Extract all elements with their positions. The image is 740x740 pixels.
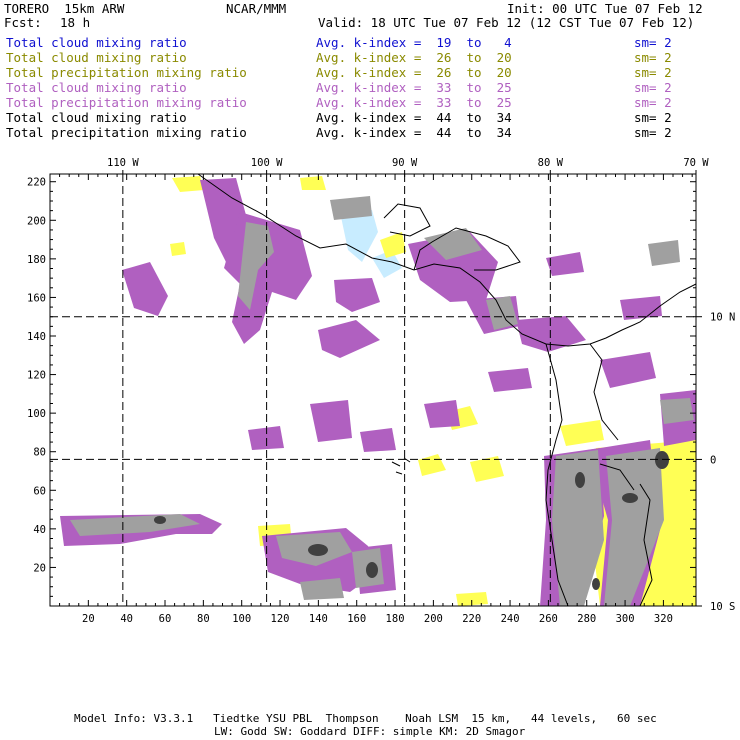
longitude-label: 90 W xyxy=(392,157,418,169)
model-info-line-1: Model Info: V3.3.1 Tiedtke YSU PBL Thomp… xyxy=(74,712,657,725)
x-tick-label: 100 xyxy=(232,613,251,625)
legend-row-5-sm: sm= 2 xyxy=(634,95,672,110)
dark-core-areas xyxy=(154,451,669,590)
axis-tick-labels: 20 40 60 80 100 120 140 160 180 200 220 240 260 280 30… xyxy=(27,157,735,625)
model-title: TORERO 15km ARW xyxy=(4,1,125,16)
legend-row-1-kindex: Avg. k-index = 19 to 4 xyxy=(316,35,512,50)
legend-row-6-field: Total cloud mixing ratio xyxy=(6,110,187,125)
longitude-label: 110 W xyxy=(107,157,139,169)
x-tick-label: 200 xyxy=(424,613,443,625)
y-tick-label: 160 xyxy=(27,292,46,304)
light-blue-cloud-areas xyxy=(340,210,402,278)
legend-row-5-kindex: Avg. k-index = 33 to 25 xyxy=(316,95,512,110)
y-tick-label: 180 xyxy=(27,254,46,266)
x-tick-label: 80 xyxy=(197,613,210,625)
longitude-label: 80 W xyxy=(538,157,564,169)
forecast-hours: 18 h xyxy=(60,15,91,30)
axis-ticks xyxy=(50,170,702,607)
x-tick-label: 240 xyxy=(501,613,520,625)
legend-row-1-sm: sm= 2 xyxy=(634,35,672,50)
legend-row-3-sm: sm= 2 xyxy=(634,65,672,80)
x-tick-label: 20 xyxy=(82,613,95,625)
x-tick-label: 320 xyxy=(654,613,673,625)
legend-row-7-sm: sm= 2 xyxy=(634,125,672,140)
model-info-line-2: LW: Godd SW: Goddard DIFF: simple KM: 2D… xyxy=(214,725,526,738)
x-tick-label: 220 xyxy=(462,613,481,625)
y-tick-label: 60 xyxy=(33,485,46,497)
x-tick-label: 180 xyxy=(386,613,405,625)
x-tick-label: 40 xyxy=(120,613,133,625)
legend-row-3-field: Total precipitation mixing ratio xyxy=(6,65,247,80)
latitude-label: 10 S xyxy=(710,601,735,613)
legend-row-6-sm: sm= 2 xyxy=(634,110,672,125)
legend-row-4-field: Total cloud mixing ratio xyxy=(6,80,187,95)
y-tick-label: 120 xyxy=(27,370,46,382)
x-tick-label: 120 xyxy=(271,613,290,625)
x-tick-label: 60 xyxy=(159,613,172,625)
x-tick-label: 140 xyxy=(309,613,328,625)
latitude-label: 0 xyxy=(710,454,716,466)
legend-row-7-kindex: Avg. k-index = 44 to 34 xyxy=(316,125,512,140)
y-tick-label: 100 xyxy=(27,408,46,420)
organization: NCAR/MMM xyxy=(226,1,287,16)
y-tick-label: 20 xyxy=(33,562,46,574)
forecast-label: Fcst: xyxy=(4,15,42,30)
legend-row-2-sm: sm= 2 xyxy=(634,50,672,65)
legend-row-2-field: Total cloud mixing ratio xyxy=(6,50,187,65)
y-tick-label: 40 xyxy=(33,524,46,536)
x-tick-label: 260 xyxy=(539,613,558,625)
y-tick-label: 220 xyxy=(27,177,46,189)
y-tick-label: 200 xyxy=(27,215,46,227)
legend-row-4-kindex: Avg. k-index = 33 to 25 xyxy=(316,80,512,95)
field-layer xyxy=(60,176,696,606)
legend-row-2-kindex: Avg. k-index = 26 to 20 xyxy=(316,50,512,65)
longitude-label: 100 W xyxy=(251,157,283,169)
x-tick-label: 280 xyxy=(577,613,596,625)
lat-lon-grid xyxy=(50,174,696,606)
plot-frame xyxy=(49,173,697,607)
legend-row-4-sm: sm= 2 xyxy=(634,80,672,95)
y-tick-label: 140 xyxy=(27,331,46,343)
legend-row-7-field: Total precipitation mixing ratio xyxy=(6,125,247,140)
x-tick-label: 160 xyxy=(347,613,366,625)
valid-time: Valid: 18 UTC Tue 07 Feb 12 (12 CST Tue … xyxy=(318,15,695,30)
coastline xyxy=(197,173,697,607)
legend-row-5-field: Total precipitation mixing ratio xyxy=(6,95,247,110)
y-tick-label: 80 xyxy=(33,447,46,459)
latitude-label: 10 N xyxy=(710,312,735,324)
init-time: Init: 00 UTC Tue 07 Feb 12 xyxy=(507,1,703,16)
gray-areas xyxy=(70,196,694,606)
legend-row-6-kindex: Avg. k-index = 44 to 34 xyxy=(316,110,512,125)
legend-row-3-kindex: Avg. k-index = 26 to 20 xyxy=(316,65,512,80)
x-tick-label: 300 xyxy=(616,613,635,625)
longitude-label: 70 W xyxy=(683,157,709,169)
legend-row-1-field: Total cloud mixing ratio xyxy=(6,35,187,50)
